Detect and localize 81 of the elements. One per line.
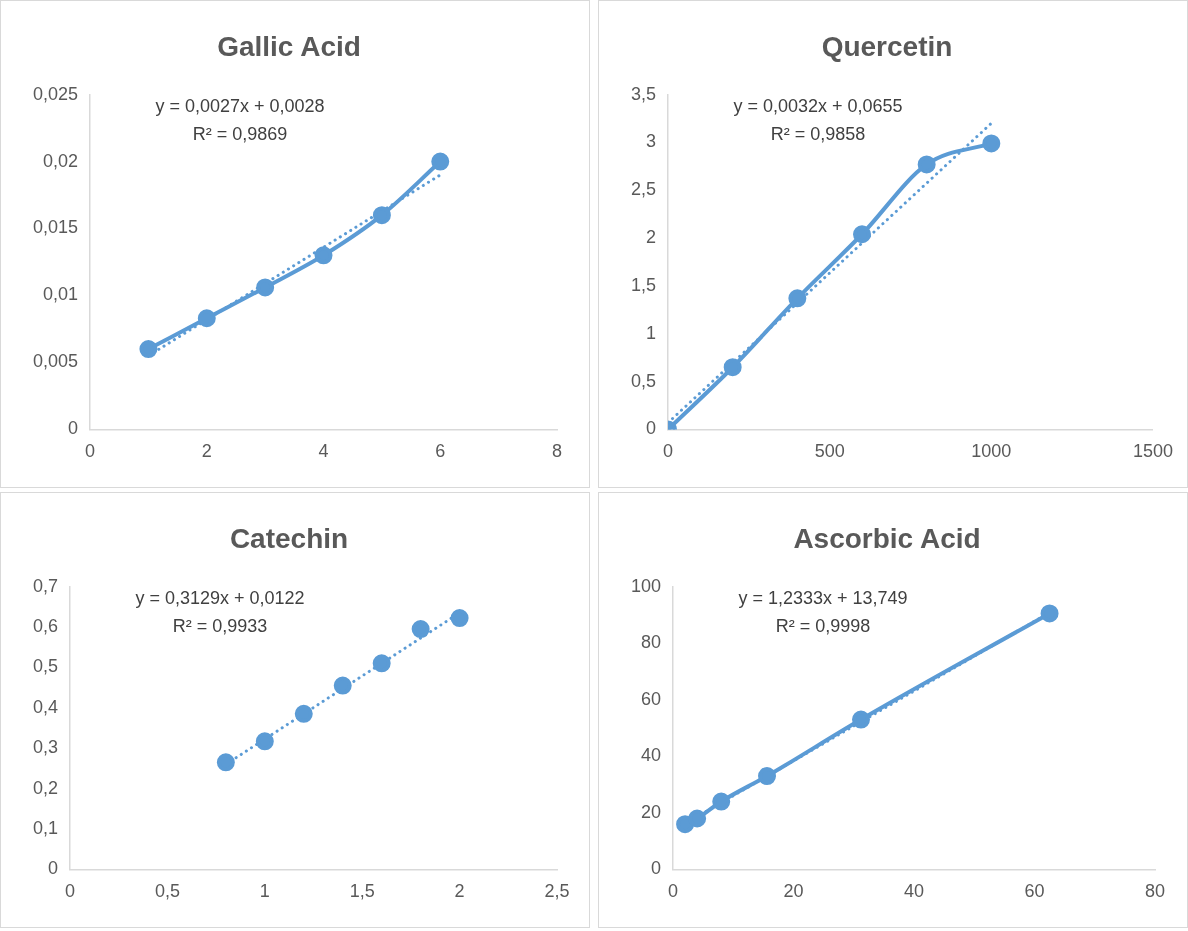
y-tick-label: 0 — [68, 418, 79, 439]
annotation: R² = 0,9933 — [172, 615, 268, 636]
x-tick-label: 1000 — [971, 441, 1012, 462]
point — [450, 609, 469, 628]
y-tick-label: 2,5 — [630, 179, 657, 200]
x-tick-label: 0 — [85, 441, 96, 462]
y-tick-label: 0,5 — [630, 370, 657, 391]
y-tick-label: 0,2 — [32, 777, 59, 798]
y-tick-label: 40 — [641, 745, 662, 766]
y-tick-label: 0,5 — [32, 656, 59, 677]
y-tick-label: 80 — [641, 632, 662, 653]
x-tick-label: 20 — [783, 881, 804, 902]
x-tick-label: 2 — [201, 441, 212, 462]
y-tick-label: 0,02 — [43, 150, 79, 171]
point — [1040, 604, 1059, 623]
x-tick-label: 80 — [1144, 881, 1166, 902]
x-tick-label: 1,5 — [349, 881, 375, 902]
annotation: y = 0,0032x + 0,0655 — [733, 95, 903, 116]
chart-title: Catechin — [229, 522, 349, 554]
point — [372, 206, 391, 225]
y-tick-label: 0,7 — [32, 575, 59, 596]
chart-title: Gallic Acid — [217, 30, 361, 62]
y-tick-label: 60 — [641, 688, 662, 709]
annotation: y = 1,2333x + 13,749 — [738, 587, 908, 608]
y-tick-label: 1 — [646, 322, 657, 343]
y-tick-label: 0,015 — [33, 217, 79, 238]
point — [411, 620, 430, 639]
y-tick-label: 0,005 — [33, 351, 79, 372]
annotation: y = 0,3129x + 0,0122 — [135, 587, 305, 608]
y-tick-label: 0 — [48, 858, 59, 879]
x-tick-label: 8 — [551, 441, 563, 462]
point — [333, 676, 352, 695]
y-tick-label: 0,1 — [32, 817, 59, 838]
x-tick-label: 2,5 — [544, 881, 570, 902]
y-tick-label: 100 — [630, 575, 662, 596]
point — [758, 767, 777, 786]
annotation: R² = 0,9998 — [775, 615, 871, 636]
y-tick-label: 0 — [651, 858, 662, 879]
y-tick-label: 20 — [641, 801, 662, 822]
y-tick-label: 0,025 — [33, 83, 79, 104]
y-tick-label: 3 — [646, 131, 657, 152]
y-tick-label: 0,3 — [32, 737, 59, 758]
point — [788, 289, 807, 308]
annotation: R² = 0,9858 — [770, 123, 866, 144]
point — [431, 152, 450, 171]
x-tick-label: 60 — [1024, 881, 1045, 902]
point — [723, 358, 742, 377]
x-tick-label: 1 — [259, 881, 270, 902]
point — [372, 654, 391, 673]
point — [256, 278, 275, 297]
point — [982, 134, 1001, 153]
y-tick-label: 2 — [646, 227, 657, 248]
x-tick-label: 1500 — [1132, 441, 1173, 462]
x-tick-label: 0,5 — [154, 881, 180, 902]
y-tick-label: 0,4 — [32, 696, 59, 717]
y-tick-label: 0 — [646, 418, 657, 439]
point — [216, 753, 235, 772]
point — [853, 225, 872, 244]
annotation: y = 0,0027x + 0,0028 — [155, 95, 325, 116]
x-tick-label: 500 — [814, 441, 845, 462]
point — [255, 732, 274, 751]
x-tick-label: 0 — [668, 881, 679, 902]
x-tick-label: 6 — [435, 441, 446, 462]
point — [294, 704, 313, 723]
point — [314, 246, 333, 265]
x-tick-label: 4 — [318, 441, 329, 462]
point — [688, 809, 707, 828]
x-tick-label: 2 — [454, 881, 465, 902]
y-tick-label: 0,6 — [32, 615, 59, 636]
point — [139, 340, 158, 359]
point — [197, 309, 216, 328]
annotation: R² = 0,9869 — [192, 123, 288, 144]
y-tick-label: 0,01 — [43, 284, 79, 305]
chart-title: Quercetin — [821, 30, 953, 62]
chart-title: Ascorbic Acid — [793, 522, 981, 554]
y-tick-label: 1,5 — [630, 274, 657, 295]
point — [712, 792, 731, 811]
point — [852, 710, 870, 729]
point — [917, 155, 936, 174]
y-tick-label: 3,5 — [630, 83, 657, 104]
x-tick-label: 40 — [904, 881, 925, 902]
